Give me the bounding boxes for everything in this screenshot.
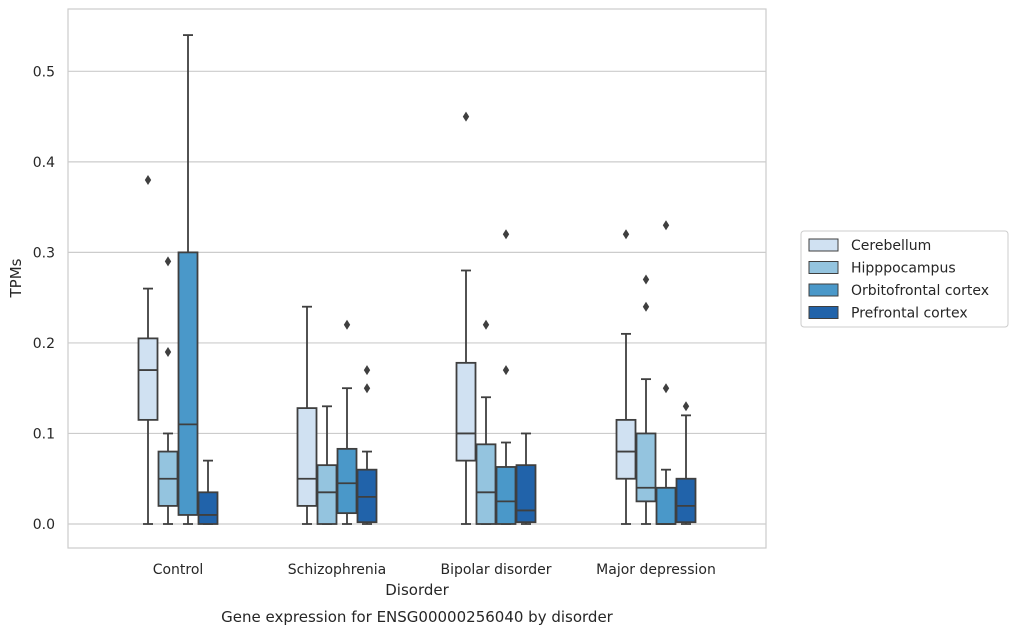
x-axis-title: Disorder <box>385 581 449 599</box>
outlier-point <box>164 346 172 357</box>
outlier-point <box>622 229 630 240</box>
x-tick-label: Control <box>153 562 204 578</box>
outlier-point <box>363 365 371 376</box>
outlier-point <box>164 256 172 267</box>
box-hipppocampus <box>635 274 657 525</box>
box-series <box>137 34 697 525</box>
box-iqr <box>316 464 338 525</box>
box-cerebellum <box>296 305 318 525</box>
box-iqr <box>675 477 697 524</box>
outlier-point <box>662 383 670 394</box>
box-cerebellum <box>615 229 637 525</box>
legend-label: Cerebellum <box>851 238 931 254</box>
chart-title: Gene expression for ENSG00000256040 by d… <box>221 608 614 626</box>
outlier-point <box>502 365 510 376</box>
box-prefrontal-cortex <box>356 365 378 525</box>
box-iqr <box>137 337 159 421</box>
y-tick-label: 0.3 <box>33 245 55 261</box>
box-iqr <box>356 468 378 524</box>
box-prefrontal-cortex <box>515 432 537 525</box>
x-tick-label: Major depression <box>596 562 716 578</box>
y-axis-ticks: 0.0 0.1 0.2 0.3 0.4 0.5 <box>33 64 55 533</box>
y-tick-label: 0.1 <box>33 426 55 442</box>
box-cerebellum <box>137 174 159 525</box>
x-tick-label: Bipolar disorder <box>440 562 551 578</box>
box-cerebellum <box>455 111 477 525</box>
outlier-point <box>662 220 670 231</box>
legend-swatch <box>808 261 839 274</box>
box-hipppocampus <box>157 256 179 525</box>
legend-swatch <box>808 238 839 252</box>
box-iqr <box>515 464 537 524</box>
box-iqr <box>615 418 637 480</box>
legend-label: Orbitofrontal cortex <box>851 283 989 299</box>
y-tick-label: 0.4 <box>33 155 55 171</box>
box-iqr <box>475 443 497 525</box>
outlier-point <box>682 401 690 412</box>
plot-frame <box>67 8 767 549</box>
box-hipppocampus <box>316 405 338 525</box>
legend: Cerebellum Hipppocampus Orbitofrontal cort… <box>800 230 1009 328</box>
x-tick-label: Schizophrenia <box>288 562 386 578</box>
x-axis-ticks: Control Schizophrenia Bipolar disorder Majo… <box>153 562 716 578</box>
box-orbitofrontal-cortex <box>177 34 199 525</box>
outlier-point <box>502 229 510 240</box>
outlier-point <box>144 174 152 185</box>
box-iqr <box>336 447 358 515</box>
box-prefrontal-cortex <box>675 401 697 525</box>
outlier-point <box>462 111 470 122</box>
y-tick-label: 0.0 <box>33 517 55 533</box>
box-iqr <box>635 432 657 503</box>
box-iqr <box>296 407 318 507</box>
box-orbitofrontal-cortex <box>336 319 358 525</box>
box-iqr <box>655 486 677 525</box>
box-orbitofrontal-cortex <box>495 229 517 525</box>
outlier-point <box>343 319 351 330</box>
y-tick-label: 0.2 <box>33 336 55 352</box>
box-iqr <box>495 466 517 525</box>
y-axis-title: TPMs <box>7 258 25 298</box>
box-iqr <box>455 361 477 462</box>
outlier-point <box>482 319 490 330</box>
outlier-point <box>363 383 371 394</box>
legend-swatch <box>808 306 839 319</box>
y-tick-label: 0.5 <box>33 64 55 80</box>
box-iqr <box>177 251 199 516</box>
legend-swatch <box>808 283 839 297</box>
outlier-point <box>642 301 650 312</box>
box-hipppocampus <box>475 319 497 525</box>
box-prefrontal-cortex <box>197 459 219 525</box>
outlier-point <box>642 274 650 285</box>
legend-label: Prefrontal cortex <box>851 306 968 322</box>
legend-frame <box>800 230 1009 328</box>
legend-label: Hipppocampus <box>851 261 956 277</box>
box-iqr <box>197 491 219 525</box>
box-orbitofrontal-cortex <box>655 220 677 525</box>
